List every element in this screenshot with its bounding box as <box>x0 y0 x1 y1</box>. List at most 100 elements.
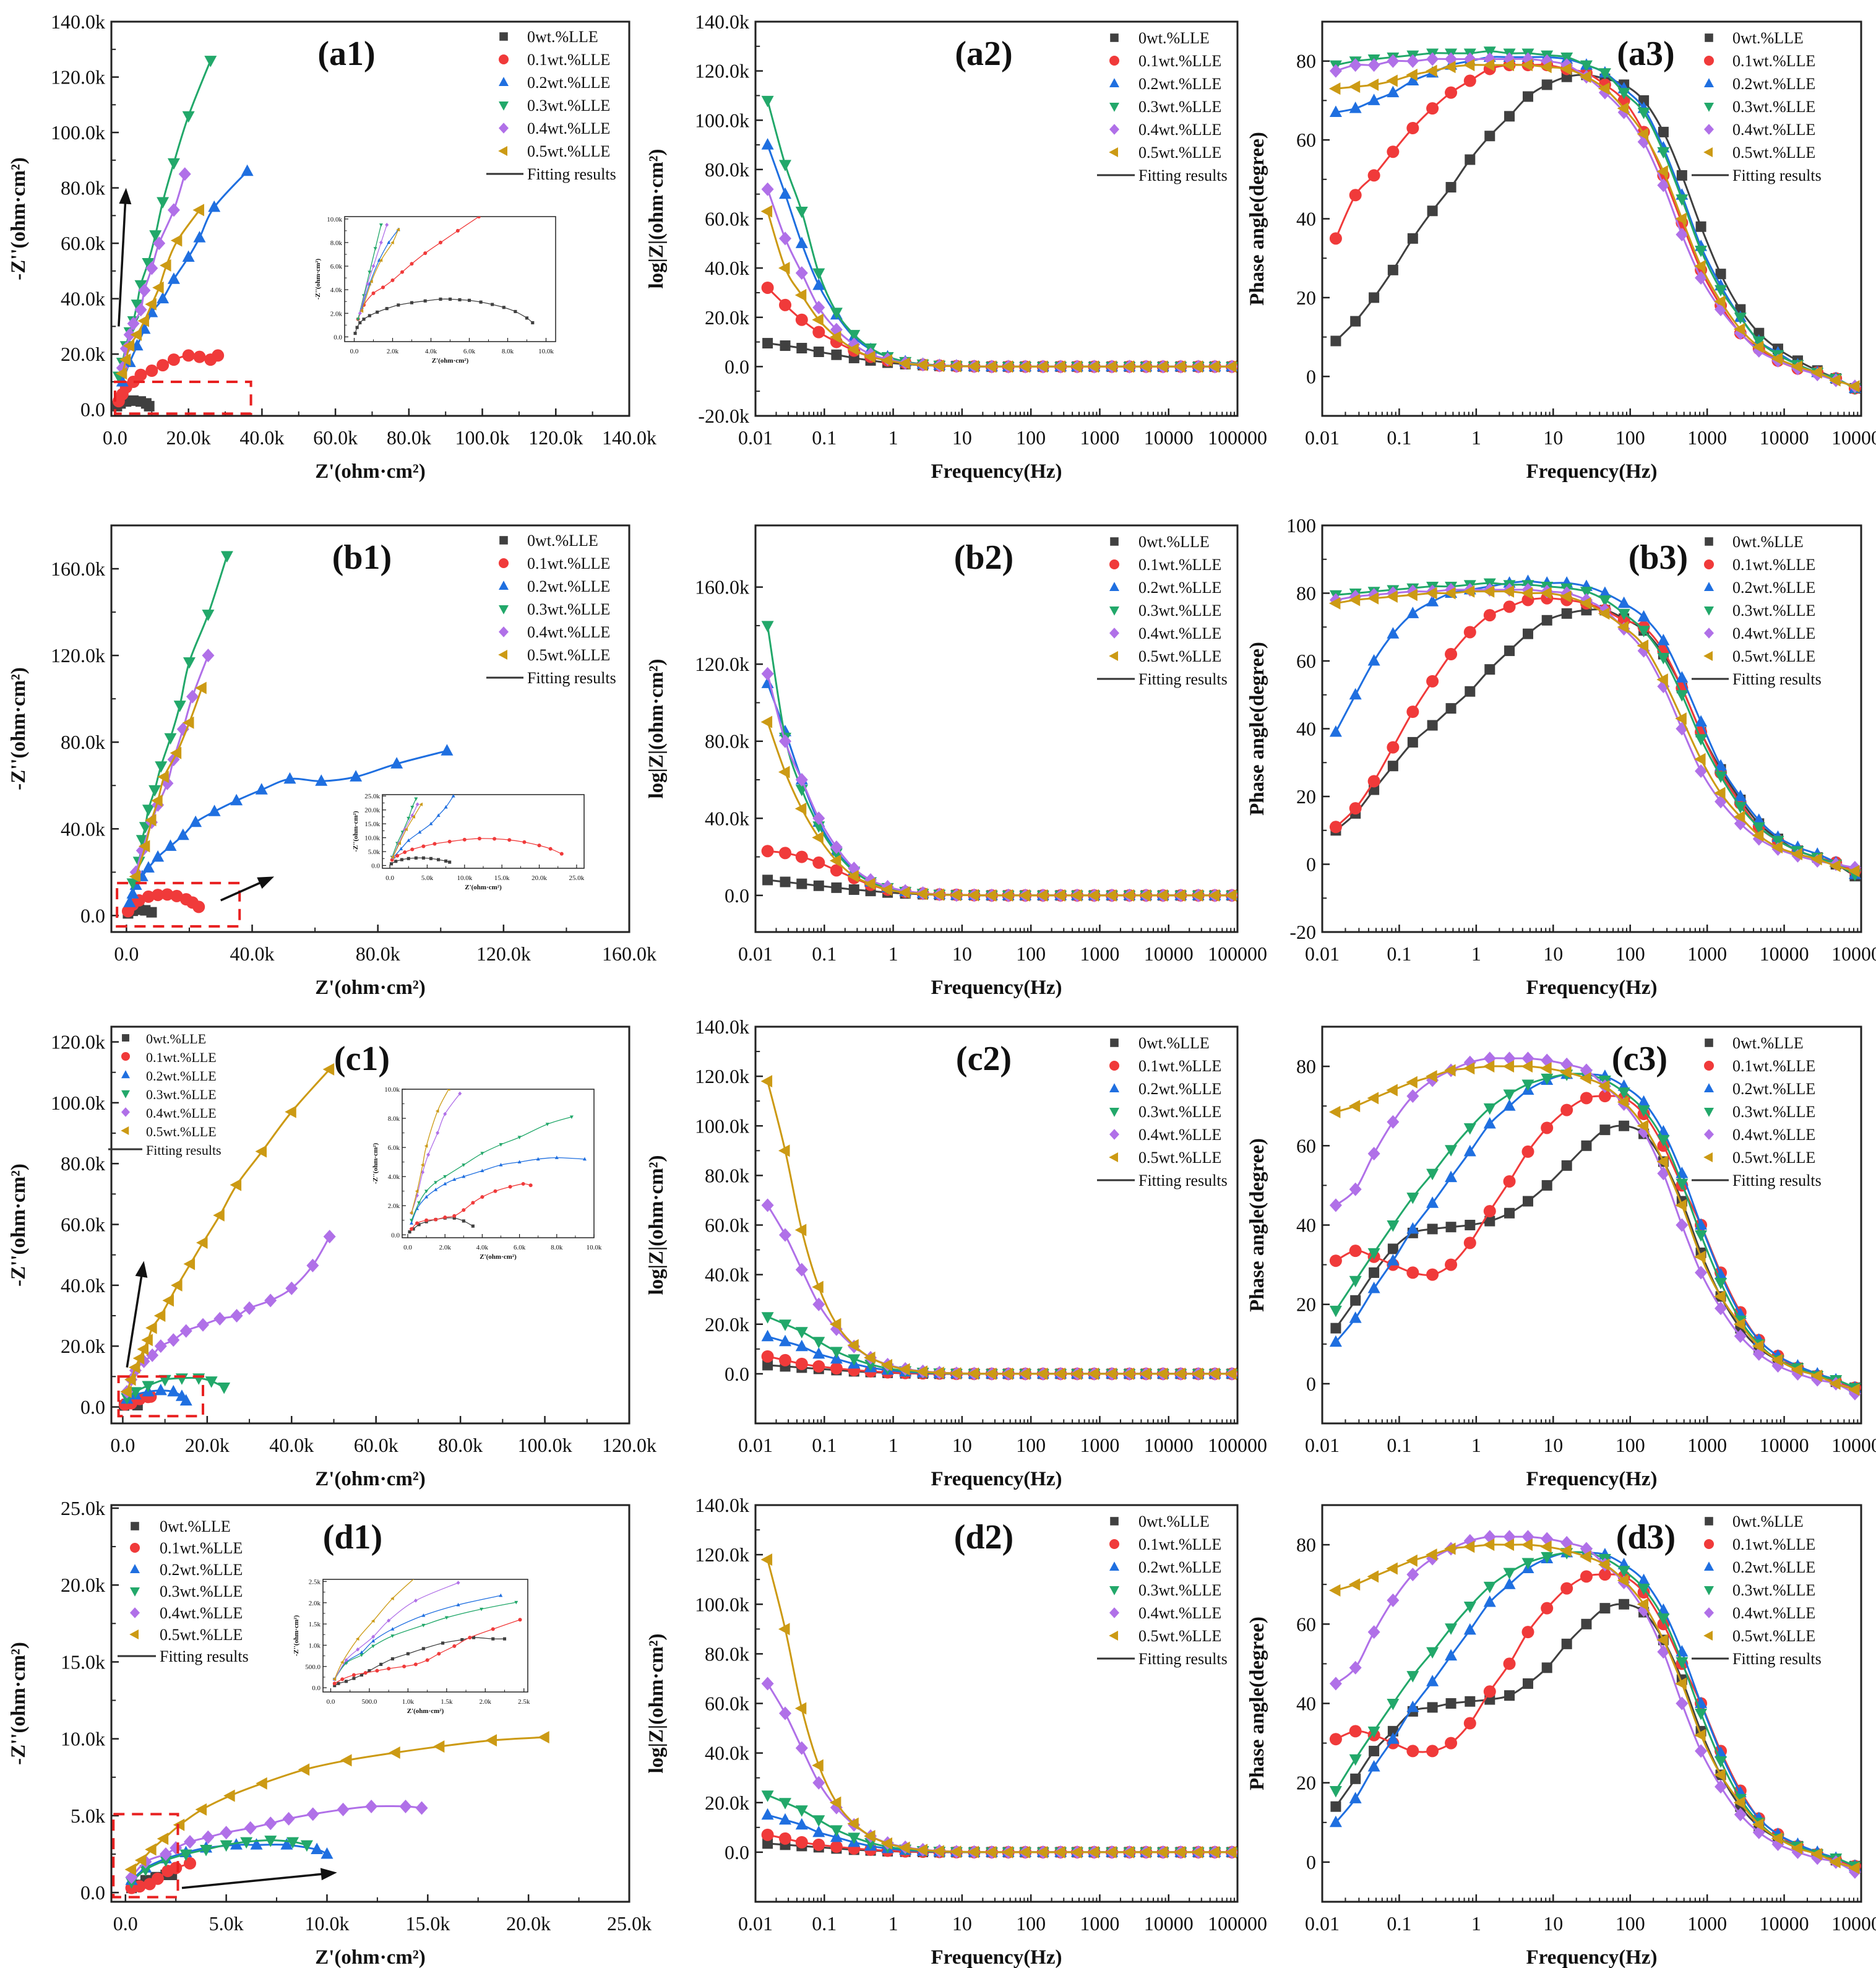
data-point <box>1444 1542 1456 1555</box>
data-point <box>1139 1845 1151 1858</box>
data-point <box>1406 74 1419 86</box>
legend-entry: 0.2wt.%LLE <box>1732 1080 1815 1098</box>
data-point <box>1463 1623 1476 1635</box>
data-point <box>410 262 414 266</box>
data-point <box>429 821 433 826</box>
data-point <box>315 774 328 786</box>
data-point <box>1349 58 1362 72</box>
x-tick-label: 1000 <box>1687 426 1727 449</box>
data-point <box>182 716 194 729</box>
x-tick-label: 0.01 <box>1305 943 1340 965</box>
data-point <box>831 882 842 893</box>
data-point <box>134 280 147 292</box>
x-tick-label: 10.0k <box>304 1912 349 1935</box>
data-point <box>157 291 170 304</box>
data-point <box>898 1363 910 1376</box>
data-point <box>145 298 157 311</box>
data-point <box>1224 360 1237 373</box>
data-point <box>1465 686 1476 697</box>
data-point <box>582 1157 587 1161</box>
x-tick-label: 0.1 <box>1387 1912 1411 1935</box>
data-point <box>761 281 774 294</box>
series-0.5wt.%LLE <box>409 1089 450 1215</box>
legend-entry: 0.3wt.%LLE <box>1732 98 1815 116</box>
data-point <box>138 283 151 298</box>
legend-marker-icon <box>1109 582 1119 591</box>
inset-y-tick-label: 10.0k <box>384 1086 400 1094</box>
data-point <box>795 850 808 863</box>
data-point <box>1406 606 1419 618</box>
data-point <box>1367 1625 1380 1639</box>
legend-entry: 0.4wt.%LLE <box>527 623 610 641</box>
data-point <box>437 1652 441 1656</box>
legend-marker-icon <box>1705 1517 1713 1526</box>
data-point <box>429 857 433 860</box>
data-point <box>1427 1224 1438 1235</box>
data-point <box>1018 1367 1030 1380</box>
x-tick-label: 1000 <box>1687 1912 1727 1935</box>
legend-entry: 0.3wt.%LLE <box>1138 1103 1221 1121</box>
data-point <box>880 1837 893 1850</box>
inset-x-tick-label: 4.0k <box>476 1244 489 1251</box>
data-point <box>120 1385 132 1398</box>
data-point <box>220 1826 233 1840</box>
data-point <box>443 1111 447 1116</box>
y-tick-label: 140.0k <box>695 1494 749 1516</box>
y-tick-label: 0 <box>1306 1373 1316 1395</box>
data-point <box>1087 360 1099 373</box>
data-point <box>399 847 403 850</box>
data-point <box>1054 1845 1065 1858</box>
data-point <box>447 839 452 844</box>
data-point <box>1208 1367 1220 1380</box>
data-point <box>779 1706 792 1720</box>
legend-marker-icon <box>121 1090 130 1098</box>
data-point <box>456 1602 460 1607</box>
y-axis-label: log|Z|(ohm·cm²) <box>645 149 668 288</box>
data-point <box>381 285 385 290</box>
x-tick-label: 100 <box>1616 1434 1645 1456</box>
data-point <box>170 1862 183 1875</box>
x-tick-label: 10 <box>952 1912 972 1935</box>
data-point <box>1502 1539 1515 1552</box>
data-point <box>333 1684 337 1688</box>
x-tick-label: 100000 <box>1208 426 1267 449</box>
data-point <box>149 230 162 242</box>
data-point <box>1367 1147 1380 1161</box>
data-point <box>390 858 394 862</box>
data-point <box>400 270 404 274</box>
legend-entry: 0.2wt.%LLE <box>527 74 610 92</box>
data-point <box>760 715 773 728</box>
y-tick-label: 100.0k <box>51 121 105 144</box>
data-point <box>356 1647 360 1652</box>
data-point <box>264 1293 277 1308</box>
data-point <box>480 1607 484 1612</box>
data-point <box>812 831 824 844</box>
data-point <box>1829 860 1841 873</box>
data-point <box>387 1618 391 1623</box>
data-point <box>1122 889 1134 902</box>
y-tick-label: 100.0k <box>51 1092 105 1114</box>
data-point <box>1637 639 1649 652</box>
y-axis-label: Phase angle(degree) <box>1246 132 1268 306</box>
data-point <box>182 111 195 123</box>
x-axis-label: Frequency(Hz) <box>1526 460 1657 483</box>
data-point <box>1463 74 1476 87</box>
data-point <box>1018 889 1030 902</box>
data-point <box>130 328 142 341</box>
y-tick-label: 40 <box>1296 208 1316 230</box>
data-point <box>1676 170 1687 181</box>
data-point <box>212 349 225 362</box>
y-tick-label: 40 <box>1296 718 1316 740</box>
data-point <box>1675 712 1687 725</box>
trend-arrow-icon <box>220 876 275 902</box>
data-point <box>159 1847 172 1861</box>
legend: 0wt.%LLE 0.1wt.%LLE 0.2wt.%LLE 0.3wt.%LLE 0.… <box>1097 29 1228 184</box>
data-point <box>1367 169 1380 182</box>
series-layer <box>760 621 1237 902</box>
legend-fitting-results: Fitting results <box>1138 1172 1228 1189</box>
legend-entry: 0.4wt.%LLE <box>1732 1604 1815 1622</box>
inset-plot-frame <box>402 1089 595 1238</box>
legend-entry: 0.3wt.%LLE <box>1138 1581 1221 1599</box>
data-point <box>1406 1700 1419 1712</box>
data-point <box>1070 889 1082 902</box>
